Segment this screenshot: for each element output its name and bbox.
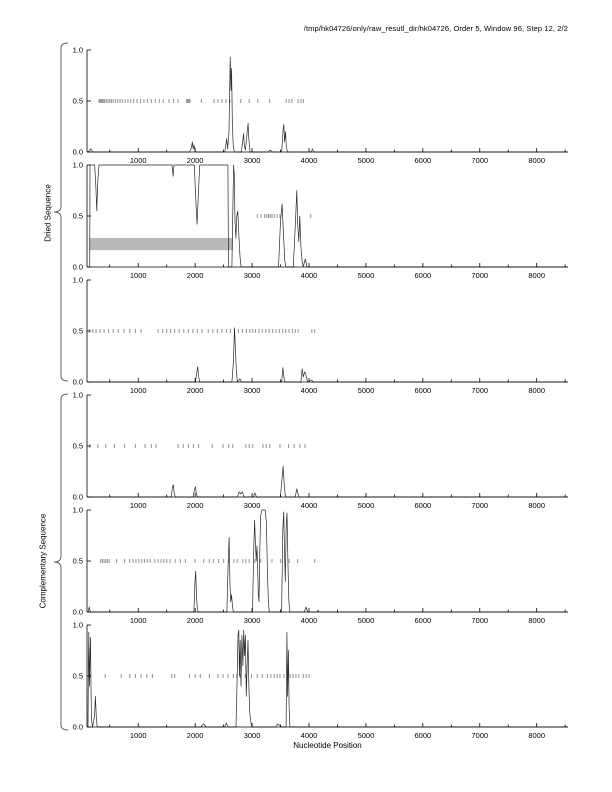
y-tick-label: 1.0 bbox=[73, 161, 83, 170]
y-tick-label: 1.0 bbox=[73, 276, 83, 285]
y-tick-label: 0.5 bbox=[73, 212, 83, 221]
signal-line bbox=[87, 56, 568, 153]
x-tick-label: 7000 bbox=[471, 731, 488, 740]
x-tick-label: 6000 bbox=[415, 501, 432, 510]
x-tick-label: 2000 bbox=[187, 731, 204, 740]
x-tick-label: 6000 bbox=[415, 616, 432, 625]
panel-dried-3: 0.0 0.5 1.0 1000 2000 3000 4000 5000 6000 7000 800… bbox=[73, 276, 568, 395]
x-tick-label: 2000 bbox=[187, 501, 204, 510]
signal-line bbox=[87, 629, 568, 728]
x-tick-label: 8000 bbox=[528, 731, 545, 740]
signal-line bbox=[88, 164, 568, 268]
x-tick-label: 5000 bbox=[358, 386, 375, 395]
hash-marks bbox=[98, 99, 304, 103]
x-tick-label: 4000 bbox=[301, 271, 318, 280]
x-tick-label: 6000 bbox=[415, 386, 432, 395]
axes bbox=[86, 279, 568, 383]
y-tick-label: 0.0 bbox=[73, 493, 83, 502]
x-tick-label: 3000 bbox=[244, 731, 261, 740]
panel-complementary-1: 0.0 0.5 1.0 1000 2000 3000 4000 5000 6000 7000 800… bbox=[73, 391, 568, 510]
panel-complementary-2: 0.0 0.5 1.0 1000 2000 3000 4000 5000 6000 7000 800… bbox=[73, 506, 568, 625]
x-tick-label: 5000 bbox=[358, 501, 375, 510]
dried-sequence-brace bbox=[53, 42, 69, 382]
axes bbox=[86, 164, 568, 268]
panel-dried-1: 0.0 0.5 1.0 1000 2000 3000 4000 5000 6000 7000 800… bbox=[73, 46, 568, 165]
y-tick-label: 1.0 bbox=[73, 621, 83, 630]
x-tick-label: 1000 bbox=[130, 271, 147, 280]
x-tick-label: 7000 bbox=[471, 501, 488, 510]
figure-title: /tmp/hk04726/only/raw_resutl_dir/hk04726… bbox=[303, 24, 568, 33]
x-tick-label: 6000 bbox=[415, 731, 432, 740]
y-tick-label: 0.5 bbox=[73, 672, 83, 681]
x-tick-label: 3000 bbox=[244, 271, 261, 280]
y-tick-label: 0.0 bbox=[73, 378, 83, 387]
y-tick-label: 0.0 bbox=[73, 723, 83, 732]
x-tick-label: 4000 bbox=[301, 616, 318, 625]
x-tick-label: 3000 bbox=[244, 386, 261, 395]
axes bbox=[86, 49, 568, 153]
x-tick-label: 3000 bbox=[244, 616, 261, 625]
hash-marks bbox=[88, 329, 316, 333]
x-tick-label: 2000 bbox=[187, 616, 204, 625]
x-tick-label: 4000 bbox=[301, 731, 318, 740]
y-tick-label: 1.0 bbox=[73, 506, 83, 515]
x-tick-label: 8000 bbox=[528, 386, 545, 395]
y-tick-label: 0.5 bbox=[73, 442, 83, 451]
x-tick-label: 2000 bbox=[187, 386, 204, 395]
x-tick-label: 3000 bbox=[244, 156, 261, 165]
x-tick-label: 8000 bbox=[528, 501, 545, 510]
x-tick-label: 4000 bbox=[301, 501, 318, 510]
x-tick-label: 4000 bbox=[301, 386, 318, 395]
highlight-band bbox=[89, 237, 234, 251]
x-tick-label: 5000 bbox=[358, 616, 375, 625]
y-tick-label: 1.0 bbox=[73, 391, 83, 400]
x-tick-label: 7000 bbox=[471, 616, 488, 625]
y-tick-label: 0.0 bbox=[73, 608, 83, 617]
x-tick-label: 7000 bbox=[471, 271, 488, 280]
x-tick-label: 2000 bbox=[187, 156, 204, 165]
x-tick-label: 3000 bbox=[244, 501, 261, 510]
x-tick-label: 5000 bbox=[358, 731, 375, 740]
x-tick-label: 2000 bbox=[187, 271, 204, 280]
x-tick-label: 7000 bbox=[471, 156, 488, 165]
hash-marks bbox=[89, 674, 310, 678]
hash-marks bbox=[89, 444, 306, 448]
x-tick-label: 8000 bbox=[528, 616, 545, 625]
y-tick-label: 0.0 bbox=[73, 263, 83, 272]
hash-marks bbox=[256, 214, 312, 218]
y-tick-label: 0.0 bbox=[73, 148, 83, 157]
y-tick-label: 0.5 bbox=[73, 327, 83, 336]
x-tick-label: 6000 bbox=[415, 156, 432, 165]
y-tick-label: 1.0 bbox=[73, 46, 83, 55]
axes bbox=[86, 624, 568, 728]
signal-line bbox=[88, 466, 568, 498]
x-tick-label: 1000 bbox=[130, 616, 147, 625]
y-tick-label: 0.5 bbox=[73, 557, 83, 566]
hash-marks bbox=[100, 559, 316, 563]
x-tick-label: 1000 bbox=[130, 386, 147, 395]
y-tick-label: 0.5 bbox=[73, 97, 83, 106]
panel-complementary-3: 0.0 0.5 1.0 1000 2000 3000 4000 5000 6000 7000 800… bbox=[73, 621, 568, 740]
x-tick-label: 8000 bbox=[528, 156, 545, 165]
x-tick-label: 7000 bbox=[471, 386, 488, 395]
x-axis-label: Nucleotide Position bbox=[293, 741, 362, 750]
axes bbox=[86, 394, 568, 498]
x-tick-label: 4000 bbox=[301, 156, 318, 165]
signal-line bbox=[87, 509, 568, 613]
signal-line bbox=[88, 327, 568, 383]
x-tick-label: 1000 bbox=[130, 156, 147, 165]
panel-dried-2: 0.0 0.5 1.0 1000 2000 3000 4000 5000 6000 7000 800… bbox=[73, 161, 568, 280]
x-tick-label: 8000 bbox=[528, 271, 545, 280]
axes bbox=[86, 509, 568, 613]
x-tick-label: 1000 bbox=[130, 731, 147, 740]
x-tick-label: 1000 bbox=[130, 501, 147, 510]
x-tick-label: 6000 bbox=[415, 271, 432, 280]
complementary-sequence-brace bbox=[53, 393, 69, 731]
x-tick-label: 5000 bbox=[358, 271, 375, 280]
x-tick-label: 5000 bbox=[358, 156, 375, 165]
